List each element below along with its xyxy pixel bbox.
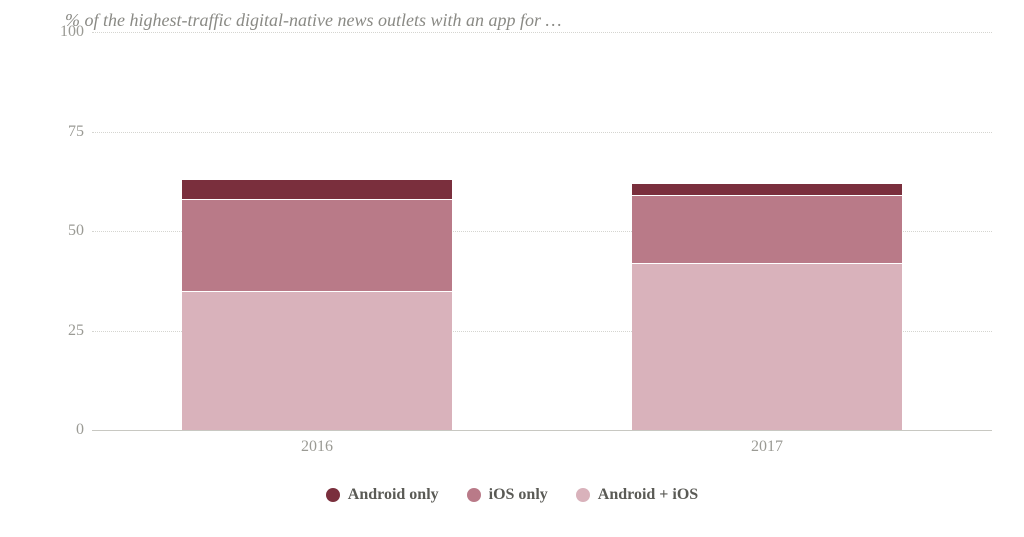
bar-group <box>632 183 902 430</box>
bar-segment <box>182 291 452 430</box>
gridline <box>92 32 992 33</box>
legend-label: Android + iOS <box>598 486 698 504</box>
gridline <box>92 430 992 431</box>
bar-segment <box>632 195 902 263</box>
y-tick-label: 0 <box>34 421 84 439</box>
y-tick-label: 25 <box>34 322 84 340</box>
legend-swatch <box>576 488 590 502</box>
bar-segment <box>632 263 902 430</box>
gridline <box>92 132 992 133</box>
bar-segment <box>182 199 452 291</box>
bar-segment <box>182 179 452 199</box>
legend-label: Android only <box>348 486 439 504</box>
chart-title: % of the highest-traffic digital-native … <box>65 10 561 31</box>
legend-item: iOS only <box>467 486 548 504</box>
legend-item: Android only <box>326 486 439 504</box>
legend-swatch <box>326 488 340 502</box>
legend-swatch <box>467 488 481 502</box>
y-tick-label: 75 <box>34 123 84 141</box>
legend-item: Android + iOS <box>576 486 698 504</box>
legend-label: iOS only <box>489 486 548 504</box>
bar-segment <box>632 183 902 195</box>
y-tick-label: 100 <box>34 23 84 41</box>
stacked-bar-chart: % of the highest-traffic digital-native … <box>0 0 1024 537</box>
plot-area <box>92 32 992 430</box>
legend: Android only iOS only Android + iOS <box>0 486 1024 504</box>
bar-group <box>182 179 452 430</box>
x-tick-label: 2016 <box>301 438 333 456</box>
x-tick-label: 2017 <box>751 438 783 456</box>
y-tick-label: 50 <box>34 222 84 240</box>
